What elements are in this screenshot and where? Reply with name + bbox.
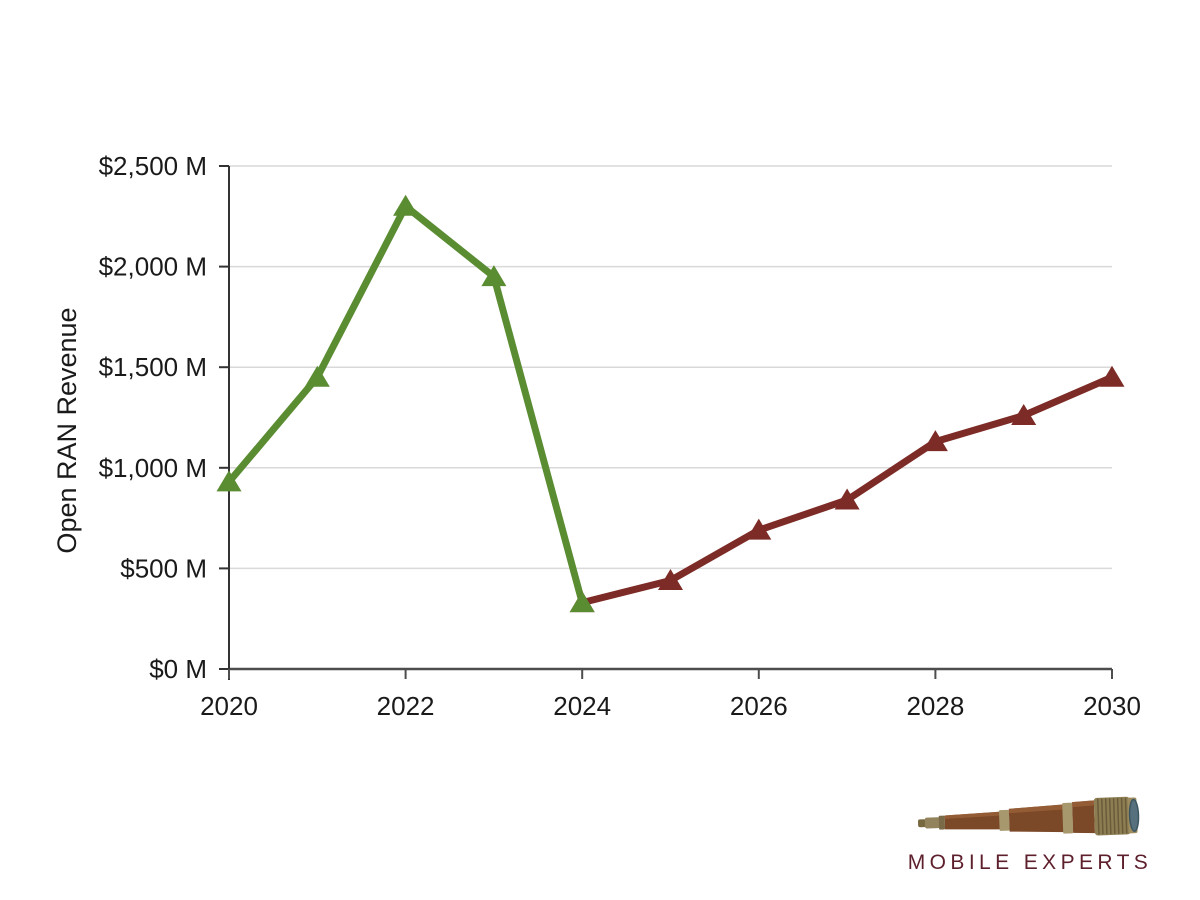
data-point-marker xyxy=(658,568,683,590)
telescope-barrel-3 xyxy=(1072,800,1095,834)
series-line-0 xyxy=(225,202,586,607)
y-axis-title: Open RAN Revenue xyxy=(52,307,82,553)
x-tick-label: 2028 xyxy=(906,691,964,721)
telescope-band-1 xyxy=(998,809,1010,831)
open-ran-revenue-chart: $0 M $500 M $1,000 M $1,500 M $2,000 M $2,500… xyxy=(52,151,1141,721)
telescope-icon xyxy=(917,796,1140,836)
telescope-body xyxy=(917,796,1140,836)
data-point-marker xyxy=(481,265,507,287)
telescope-barrel-3-highlight xyxy=(1072,800,1094,808)
x-tick-label: 2020 xyxy=(200,691,258,721)
data-point-marker xyxy=(1099,365,1125,387)
data-point-marker xyxy=(922,430,948,452)
y-tick-label: $2,000 M xyxy=(99,252,207,282)
data-point-marker xyxy=(304,365,330,387)
data-point-marker xyxy=(834,488,860,510)
telescope-cap-ridges xyxy=(1096,797,1128,835)
telescope-barrel-2-highlight xyxy=(1008,804,1065,814)
telescope-eyepiece xyxy=(924,817,940,829)
x-tick-label: 2030 xyxy=(1083,691,1141,721)
data-point-marker xyxy=(746,518,772,540)
telescope-collar xyxy=(938,815,946,830)
telescope-lens xyxy=(1128,798,1140,832)
mobile-experts-logo: MOBILE EXPERTS xyxy=(904,796,1156,875)
y-tick-label: $1,500 M xyxy=(99,352,207,382)
y-tick-label: $1,000 M xyxy=(99,453,207,483)
y-tick-label: $500 M xyxy=(120,553,207,583)
y-tick-label: $0 M xyxy=(149,654,207,684)
telescope-end-knob xyxy=(917,819,927,828)
data-point-marker xyxy=(393,194,419,216)
x-tick-label: 2026 xyxy=(730,691,788,721)
telescope-barrel-1-highlight xyxy=(944,811,1002,820)
data-point-marker xyxy=(216,470,242,492)
x-tick-label: 2024 xyxy=(553,691,611,721)
x-tick-label: 2022 xyxy=(377,691,435,721)
logo-wordmark: MOBILE EXPERTS xyxy=(907,851,1153,874)
data-point-marker xyxy=(569,591,595,613)
y-tick-label: $2,500 M xyxy=(99,151,207,181)
telescope-band-2 xyxy=(1062,802,1074,834)
data-point-marker xyxy=(1011,403,1037,425)
